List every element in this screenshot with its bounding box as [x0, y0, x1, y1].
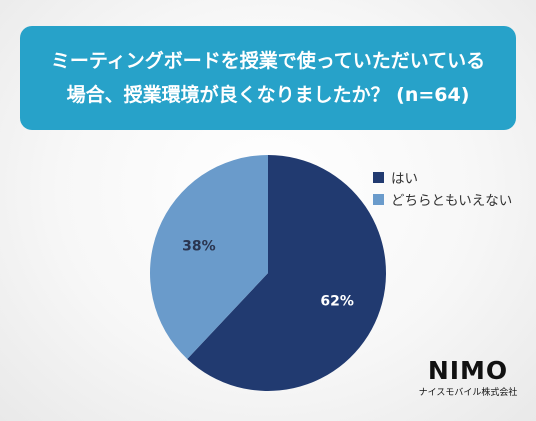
- chart-legend: はいどちらともいえない: [373, 166, 512, 210]
- legend-label-1: どちらともいえない: [391, 193, 513, 209]
- nimo-logo: NIMO: [427, 356, 509, 385]
- company-name: ナイスモバイル株式会社: [418, 388, 518, 398]
- pie-slice-1: [149, 155, 268, 360]
- pie-labels: 62% 38%: [182, 239, 354, 310]
- legend-label-0: はい: [391, 171, 418, 187]
- legend-item-1: どちらともいえない: [373, 188, 512, 210]
- pie-label-1: 38%: [182, 239, 216, 255]
- pie-label-0: 62%: [320, 293, 354, 309]
- legend-swatch-1: [373, 193, 384, 205]
- legend-item-0: はい: [373, 166, 512, 188]
- pie-slices: [149, 155, 386, 391]
- legend-swatch-0: [373, 171, 384, 183]
- brand: NIMO ナイスモバイル株式会社: [413, 356, 523, 399]
- title-line-1: ミーティングボードを授業で使っていただいている: [50, 50, 486, 72]
- pie-slice-0: [187, 155, 386, 391]
- title-line-2: 場合、授業環境が良くなりましたか？ (n=64): [66, 84, 470, 106]
- title-banner: ミーティングボードを授業で使っていただいている 場合、授業環境が良くなりましたか…: [20, 26, 516, 130]
